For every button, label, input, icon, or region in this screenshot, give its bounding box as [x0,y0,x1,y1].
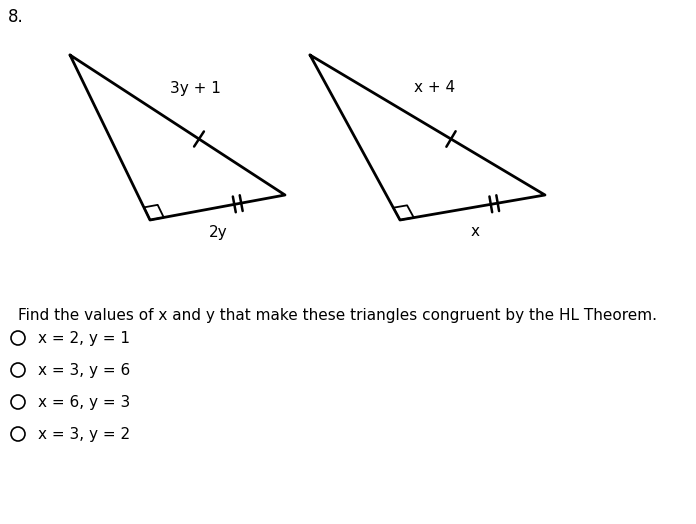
Text: x = 6, y = 3: x = 6, y = 3 [38,395,130,409]
Text: Find the values of x and y that make these triangles congruent by the HL Theorem: Find the values of x and y that make the… [18,308,657,323]
Text: 8.: 8. [8,8,24,26]
Text: x = 3, y = 2: x = 3, y = 2 [38,427,130,442]
Text: x = 2, y = 1: x = 2, y = 1 [38,331,130,345]
Text: 2y: 2y [209,224,228,239]
Text: x = 3, y = 6: x = 3, y = 6 [38,363,130,377]
Text: x: x [470,224,480,239]
Text: 3y + 1: 3y + 1 [170,81,221,95]
Text: x + 4: x + 4 [414,81,456,95]
